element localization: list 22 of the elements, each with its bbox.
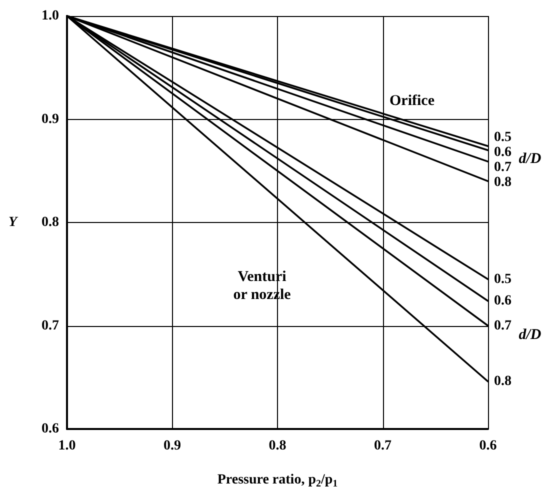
- x-tick-label: 0.9: [164, 438, 181, 454]
- series-label: 0.8: [494, 174, 512, 190]
- annotation: Orifice: [390, 93, 435, 109]
- text: d/D: [518, 151, 542, 167]
- series-label: 0.5: [494, 272, 512, 287]
- series-label: 0.5: [494, 130, 512, 145]
- x-tick-label: 1.0: [58, 438, 76, 454]
- text: d/D: [518, 327, 542, 343]
- y-tick-label: 1.0: [42, 8, 59, 24]
- y-axis-title: Y: [8, 215, 18, 230]
- series-label: 0.6: [494, 144, 512, 160]
- series-label: 0.7: [494, 318, 512, 334]
- x-tick-label: 0.7: [374, 438, 392, 454]
- x-tick-label: 0.8: [268, 438, 286, 454]
- x-tick-label: 0.6: [479, 438, 497, 454]
- series-label: 0.7: [494, 160, 512, 175]
- y-tick-label: 0.9: [42, 112, 59, 127]
- y-tick-label: 0.6: [42, 422, 59, 436]
- series-label: 0.6: [494, 293, 512, 308]
- y-tick-label: 0.7: [42, 318, 59, 334]
- series-label: 0.8: [494, 374, 512, 390]
- y-tick-label: 0.8: [42, 215, 59, 230]
